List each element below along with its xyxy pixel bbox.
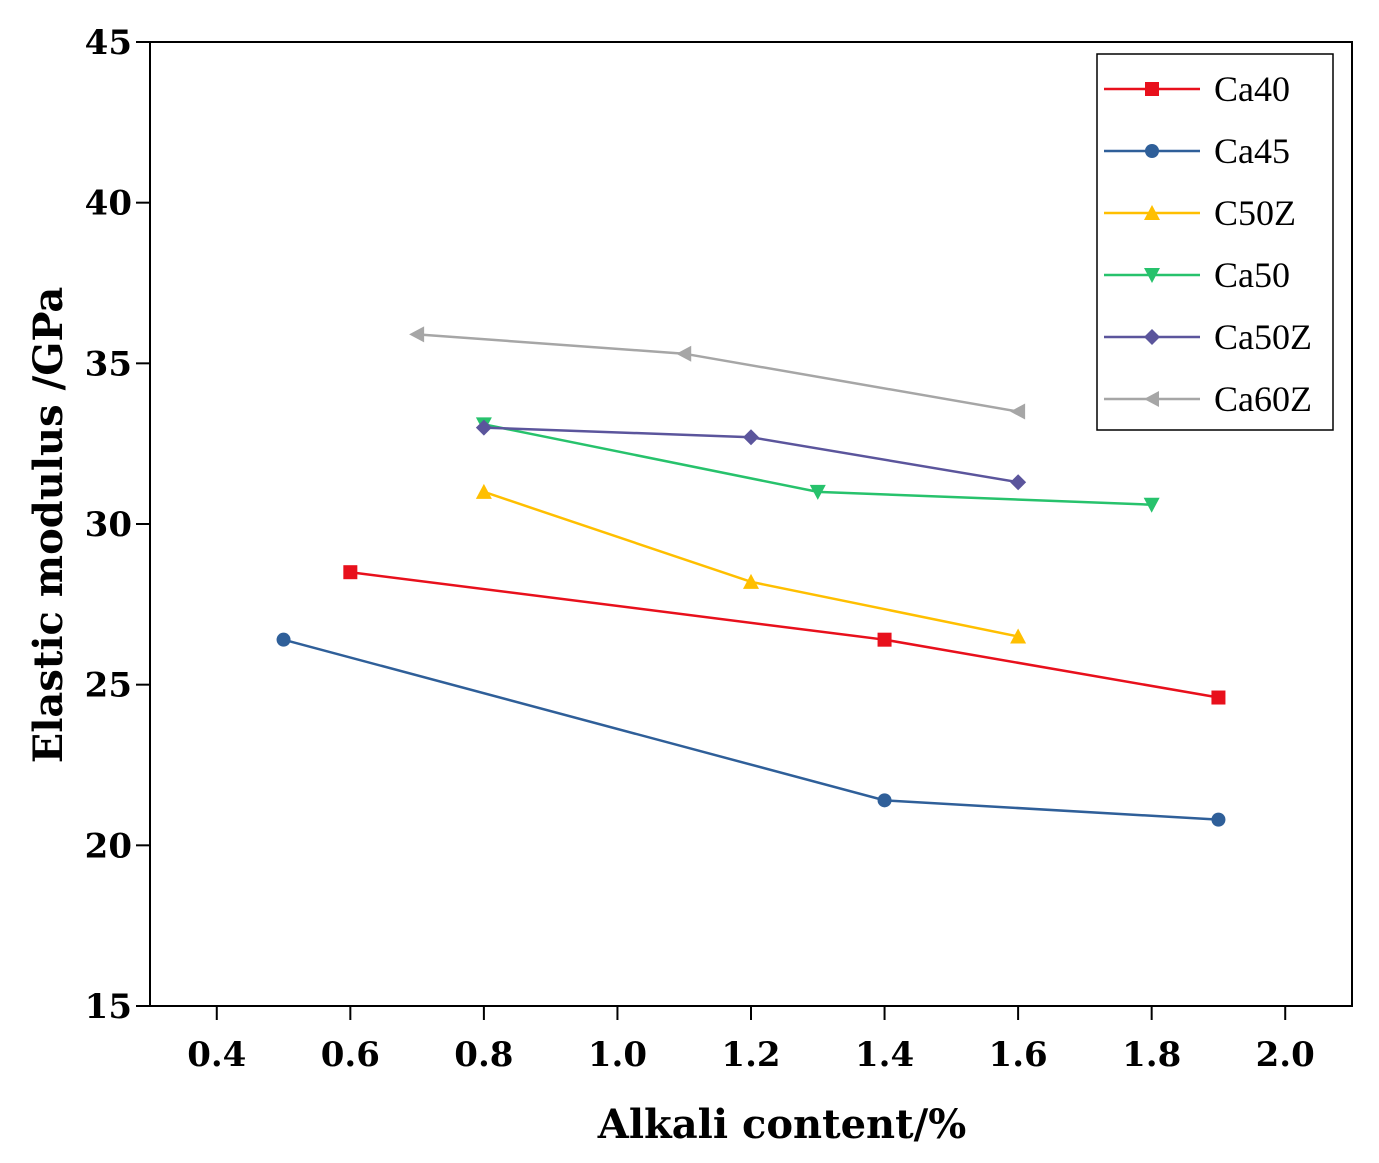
legend-item-ca50: Ca50 <box>1104 255 1290 295</box>
data-point-c50z <box>1010 628 1027 644</box>
series-ca40 <box>343 565 1226 705</box>
x-tick-label: 1.0 <box>588 1035 647 1075</box>
series-layer <box>276 326 1226 827</box>
legend-marker-ca50 <box>1144 268 1160 283</box>
data-point-c50z <box>475 483 492 499</box>
y-tick-label: 15 <box>85 987 132 1027</box>
x-tick-label: 0.8 <box>454 1035 513 1075</box>
data-point-ca40 <box>343 565 358 580</box>
legend: Ca40 Ca45 C50Z Ca50 Ca50Z Ca60Z <box>1096 53 1334 431</box>
y-tick-label: 35 <box>85 344 132 384</box>
y-tick-label: 45 <box>85 23 132 63</box>
data-point-ca50 <box>809 484 826 500</box>
y-tick-label: 40 <box>85 184 132 224</box>
data-point-ca60z <box>676 345 692 362</box>
series-line-ca40 <box>350 570 1219 699</box>
x-tick-label: 1.8 <box>1122 1035 1181 1075</box>
legend-box <box>1096 53 1334 431</box>
legend-marker-c50z <box>1144 205 1160 220</box>
series-line-ca45 <box>283 638 1219 821</box>
series-c50z <box>475 483 1027 644</box>
legend-label-ca50: Ca50 <box>1214 255 1290 295</box>
data-point-ca50z <box>743 429 759 446</box>
x-tick-label: 0.4 <box>187 1035 246 1075</box>
legend-label-ca45: Ca45 <box>1214 131 1290 171</box>
x-tick-label: 1.4 <box>855 1035 914 1075</box>
legend-marker-ca45 <box>1145 144 1159 158</box>
x-tick-label: 2.0 <box>1256 1035 1315 1075</box>
series-ca60z <box>409 326 1026 420</box>
series-line-ca60z <box>417 333 1019 413</box>
legend-label-c50z: C50Z <box>1214 193 1296 233</box>
x-tick-label: 0.6 <box>321 1035 380 1075</box>
data-point-ca45 <box>877 793 892 808</box>
x-tick-label: 1.2 <box>721 1035 780 1075</box>
data-point-ca60z <box>1010 403 1026 420</box>
x-axis-title: Alkali content/% <box>597 1101 966 1148</box>
data-point-ca50 <box>1143 497 1160 513</box>
legend-item-c50z: C50Z <box>1104 193 1296 233</box>
data-point-ca45 <box>276 632 291 647</box>
y-axis: 15 20 25 30 35 40 45 <box>85 23 150 1027</box>
legend-label-ca40: Ca40 <box>1214 69 1290 109</box>
data-point-c50z <box>743 573 759 589</box>
y-tick-label: 20 <box>85 826 132 866</box>
legend-label-ca60z: Ca60Z <box>1214 379 1312 419</box>
series-ca50z <box>475 419 1027 491</box>
data-point-ca50z <box>475 419 492 436</box>
x-axis: 0.4 0.6 0.8 1.0 1.2 1.4 1.6 1.8 2.0 <box>187 1006 1315 1075</box>
data-point-ca45 <box>1211 812 1226 827</box>
data-point-ca40 <box>877 632 892 647</box>
legend-marker-ca40 <box>1145 82 1159 96</box>
legend-item-ca60z: Ca60Z <box>1104 379 1312 419</box>
legend-label-ca50z: Ca50Z <box>1214 317 1312 357</box>
legend-marker-ca50z <box>1144 329 1160 345</box>
series-ca45 <box>276 632 1226 827</box>
x-tick-label: 1.6 <box>989 1035 1048 1075</box>
legend-item-ca40: Ca40 <box>1104 69 1290 109</box>
data-point-ca60z <box>409 326 425 343</box>
data-point-ca40 <box>1211 690 1226 705</box>
series-line-c50z <box>483 490 1019 638</box>
y-tick-label: 30 <box>85 505 132 545</box>
legend-marker-ca60z <box>1144 391 1159 407</box>
legend-item-ca45: Ca45 <box>1104 131 1290 171</box>
y-axis-title: Elastic modulus /GPa <box>25 287 72 764</box>
y-tick-label: 25 <box>85 666 132 706</box>
legend-item-ca50z: Ca50Z <box>1104 317 1312 357</box>
data-point-ca50z <box>1010 474 1027 491</box>
